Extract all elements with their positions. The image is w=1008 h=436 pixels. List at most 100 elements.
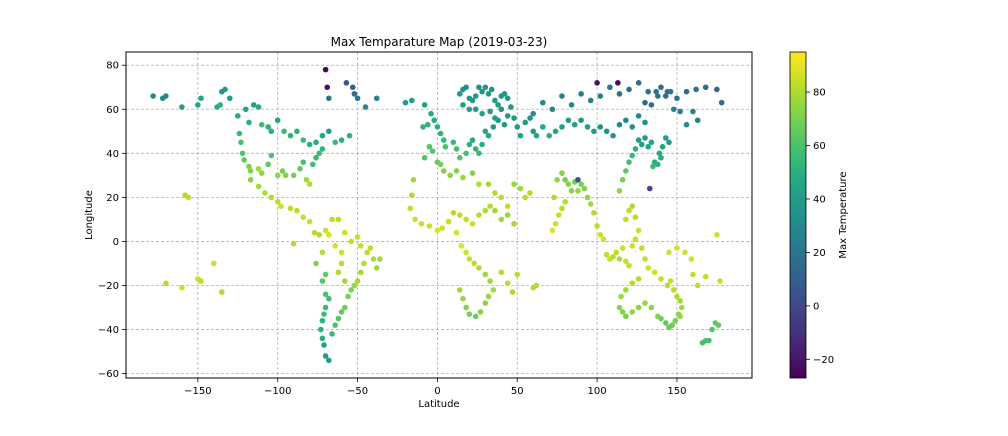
data-point <box>341 229 348 236</box>
x-tick-label: 50 <box>511 386 524 397</box>
data-point <box>656 150 663 157</box>
data-point <box>211 260 217 267</box>
data-point <box>485 91 492 97</box>
data-point <box>618 293 624 300</box>
data-point <box>654 93 661 99</box>
data-point <box>645 88 651 95</box>
y-tick-label: −40 <box>98 325 119 336</box>
data-point <box>662 93 669 99</box>
data-point <box>597 93 604 99</box>
data-point <box>666 139 672 146</box>
data-point <box>466 106 473 113</box>
data-point <box>594 80 600 86</box>
data-point <box>677 108 683 115</box>
data-point <box>412 216 418 223</box>
data-point <box>163 93 169 99</box>
y-axis-label: Longitude <box>84 190 95 240</box>
data-point <box>310 161 316 168</box>
data-point <box>492 207 498 214</box>
data-point <box>287 205 294 212</box>
data-point <box>319 317 326 324</box>
data-point <box>653 88 659 95</box>
data-point <box>479 141 485 148</box>
data-point <box>476 265 482 271</box>
data-point <box>498 216 505 223</box>
data-point <box>326 232 332 238</box>
data-point <box>456 287 463 293</box>
data-point <box>469 221 476 227</box>
data-point <box>476 150 482 157</box>
data-point <box>597 232 604 238</box>
data-point <box>268 194 275 201</box>
data-point <box>623 258 629 265</box>
data-point <box>434 227 441 234</box>
data-point <box>338 309 345 315</box>
data-point <box>195 102 201 108</box>
data-point <box>370 256 377 262</box>
data-point <box>658 276 664 282</box>
data-point <box>409 192 415 198</box>
data-point <box>508 104 514 110</box>
data-point <box>522 119 529 126</box>
data-point <box>672 317 679 324</box>
data-point <box>338 137 345 143</box>
data-point <box>530 128 537 135</box>
data-point <box>629 124 636 130</box>
data-point <box>361 260 367 267</box>
data-point <box>607 84 613 91</box>
data-point <box>522 194 529 201</box>
data-point <box>702 273 709 280</box>
data-point <box>453 168 460 174</box>
colorbar-ticks: −20 0 20 40 60 80 <box>806 88 834 366</box>
data-point <box>600 236 607 243</box>
data-point <box>591 209 597 216</box>
data-point <box>348 287 354 293</box>
data-point <box>318 326 324 333</box>
data-point <box>549 106 556 113</box>
data-point <box>492 190 498 196</box>
data-point <box>626 262 632 269</box>
x-tick-label: 0 <box>434 386 440 397</box>
data-point <box>460 174 466 181</box>
x-axis-ticks: −150 −100 −50 0 50 100 150 <box>184 378 686 397</box>
data-point <box>568 187 575 194</box>
y-tick-label: −20 <box>98 281 119 292</box>
data-point <box>648 304 655 311</box>
data-point <box>440 168 447 174</box>
data-point <box>300 214 307 221</box>
data-point <box>322 271 329 278</box>
data-point <box>313 154 319 161</box>
data-point <box>616 256 623 262</box>
data-point <box>335 315 342 322</box>
data-point <box>623 216 629 223</box>
data-point <box>319 146 326 152</box>
data-point <box>498 269 505 276</box>
data-point <box>303 176 310 183</box>
data-point <box>693 86 699 93</box>
data-point <box>615 80 621 86</box>
data-point <box>313 260 319 267</box>
grid-lines <box>126 52 752 378</box>
data-point <box>635 113 642 119</box>
data-point <box>294 207 300 214</box>
data-point <box>453 229 460 236</box>
colorbar-tick-label: 80 <box>813 88 826 99</box>
data-point <box>364 249 370 256</box>
data-point <box>629 280 636 287</box>
data-point <box>463 216 469 223</box>
data-point <box>511 115 517 121</box>
data-point <box>517 185 524 192</box>
data-point <box>667 88 674 95</box>
data-point <box>322 227 329 234</box>
data-point <box>322 353 329 359</box>
data-point <box>453 146 460 152</box>
data-point <box>219 289 225 295</box>
data-point <box>227 95 233 102</box>
data-point <box>426 143 433 150</box>
data-point <box>319 249 326 256</box>
data-point <box>674 293 680 300</box>
data-point <box>262 190 268 196</box>
data-point <box>198 95 204 102</box>
data-point <box>466 256 473 262</box>
data-point <box>658 154 664 161</box>
